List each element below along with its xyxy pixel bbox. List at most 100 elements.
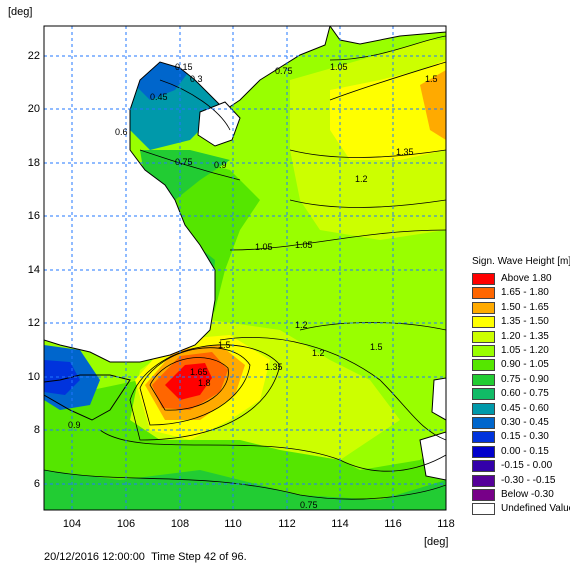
x-tick: 110 xyxy=(224,518,242,530)
legend-item: 1.20 - 1.35 xyxy=(472,330,570,344)
legend-title: Sign. Wave Height [m] xyxy=(472,256,570,267)
time-step: Time Step 42 of 96. xyxy=(151,551,247,563)
contour-label: 1.5 xyxy=(425,74,438,84)
land-east-south xyxy=(419,431,446,481)
x-tick: 118 xyxy=(437,518,455,530)
land-island xyxy=(197,101,241,147)
legend-item: Undefined Value xyxy=(472,502,570,516)
x-axis-unit: [deg] xyxy=(424,536,449,548)
legend-label: 0.45 - 0.60 xyxy=(501,402,549,414)
legend-item: 1.50 - 1.65 xyxy=(472,301,570,315)
y-tick: 8 xyxy=(33,424,40,436)
legend-label: 1.65 - 1.80 xyxy=(501,287,549,299)
legend-label: 0.90 - 1.05 xyxy=(501,359,549,371)
x-tick: 116 xyxy=(384,518,402,530)
contour-label: 0.75 xyxy=(300,500,318,510)
contour-label: 0.75 xyxy=(175,157,193,167)
legend-label: Below -0.30 xyxy=(501,489,554,500)
x-tick: 104 xyxy=(62,518,82,530)
contour-label: 1.2 xyxy=(355,174,368,184)
x-tick: 106 xyxy=(116,518,136,530)
y-tick: 10 xyxy=(27,371,40,383)
contour-label: 0.9 xyxy=(214,160,227,170)
land-north xyxy=(44,26,331,363)
legend-label: 0.30 - 0.45 xyxy=(501,417,549,428)
footer-status: 20/12/2016 12:00:00 Time Step 42 of 96. xyxy=(44,551,247,563)
legend-label: 1.35 - 1.50 xyxy=(501,316,549,328)
legend-swatch xyxy=(472,489,495,501)
legend-swatch xyxy=(472,373,495,386)
contour-labels: 0.3 0.15 0.45 0.6 0.75 0.9 1.05 1.2 1.35… xyxy=(68,62,438,510)
x-tick: 108 xyxy=(170,518,190,530)
legend-swatch xyxy=(472,330,495,343)
legend-item: 0.45 - 0.60 xyxy=(472,402,570,416)
legend-swatch xyxy=(472,359,495,372)
timestamp: 20/12/2016 12:00:00 xyxy=(44,551,145,563)
y-tick: 18 xyxy=(27,157,40,169)
y-tick: 20 xyxy=(27,103,40,115)
legend-swatch xyxy=(472,301,495,314)
contour-label: 1.05 xyxy=(295,240,313,250)
legend-item: -0.15 - 0.00 xyxy=(472,459,570,473)
legend-swatch xyxy=(472,431,495,444)
y-tick: 14 xyxy=(27,264,40,276)
contour-label: 0.45 xyxy=(150,92,168,102)
contour-label: 1.05 xyxy=(330,62,348,72)
contour-label: 0.75 xyxy=(275,66,293,76)
zone-1-5-ne xyxy=(420,70,446,140)
contour-label: 1.65 xyxy=(190,367,208,377)
contour-label: 0.3 xyxy=(190,74,203,84)
legend-swatch xyxy=(472,273,495,285)
contour-label: 1.5 xyxy=(370,342,383,352)
legend-label: 0.75 - 0.90 xyxy=(501,373,549,385)
legend-item: 0.00 - 0.15 xyxy=(472,445,570,459)
legend-label: 1.05 - 1.20 xyxy=(501,345,549,356)
legend-swatch xyxy=(472,474,495,487)
legend-swatch xyxy=(472,445,495,458)
y-axis-unit: [deg] xyxy=(8,6,33,18)
legend-item: Below -0.30 xyxy=(472,488,570,502)
x-tick: 112 xyxy=(278,518,296,530)
contour-label: 1.2 xyxy=(295,320,308,330)
contour-label: 1.5 xyxy=(218,340,231,350)
contour-label: 1.05 xyxy=(255,242,273,252)
legend-item: Above 1.80 xyxy=(472,272,570,286)
legend-swatch xyxy=(472,460,495,473)
legend-label: -0.30 - -0.15 xyxy=(501,474,556,486)
legend-item: 0.60 - 0.75 xyxy=(472,387,570,401)
legend-item: 0.90 - 1.05 xyxy=(472,358,570,372)
legend-swatch xyxy=(472,503,495,516)
contour-label: 0.15 xyxy=(175,62,193,72)
legend-swatch xyxy=(472,402,495,415)
contour-label: 1.35 xyxy=(265,362,283,372)
plot-frame xyxy=(43,25,447,511)
legend-item: 1.65 - 1.80 xyxy=(472,286,570,300)
contour-label: 0.6 xyxy=(115,127,128,137)
legend-label: 0.00 - 0.15 xyxy=(501,445,549,457)
land-southwest-coast xyxy=(44,374,131,421)
legend-label: -0.15 - 0.00 xyxy=(501,460,553,472)
contour-label: 1.8 xyxy=(198,378,211,388)
legend-label: Undefined Value xyxy=(501,503,570,515)
zone-1-35-north xyxy=(330,60,446,160)
legend-swatch xyxy=(472,287,495,300)
legend-label: 1.20 - 1.35 xyxy=(501,330,549,342)
legend-item: -0.30 - -0.15 xyxy=(472,474,570,488)
legend-label: 1.50 - 1.65 xyxy=(501,301,549,313)
legend-item: 0.75 - 0.90 xyxy=(472,373,570,387)
contour-label: 1.2 xyxy=(312,348,325,358)
legend-label: 0.15 - 0.30 xyxy=(501,431,549,443)
contour-label: 1.35 xyxy=(396,147,414,157)
legend-item: 1.35 - 1.50 xyxy=(472,315,570,329)
legend-swatch xyxy=(472,316,495,329)
y-tick: 22 xyxy=(27,50,40,62)
legend-swatch xyxy=(472,345,495,357)
legend-swatch xyxy=(472,417,495,429)
contour-label: 0.9 xyxy=(68,420,81,430)
land-east-islands xyxy=(431,377,446,421)
x-tick: 114 xyxy=(331,518,349,530)
contour-lines xyxy=(44,35,446,500)
grid-lines xyxy=(44,26,446,510)
legend-label: 0.60 - 0.75 xyxy=(501,388,549,400)
